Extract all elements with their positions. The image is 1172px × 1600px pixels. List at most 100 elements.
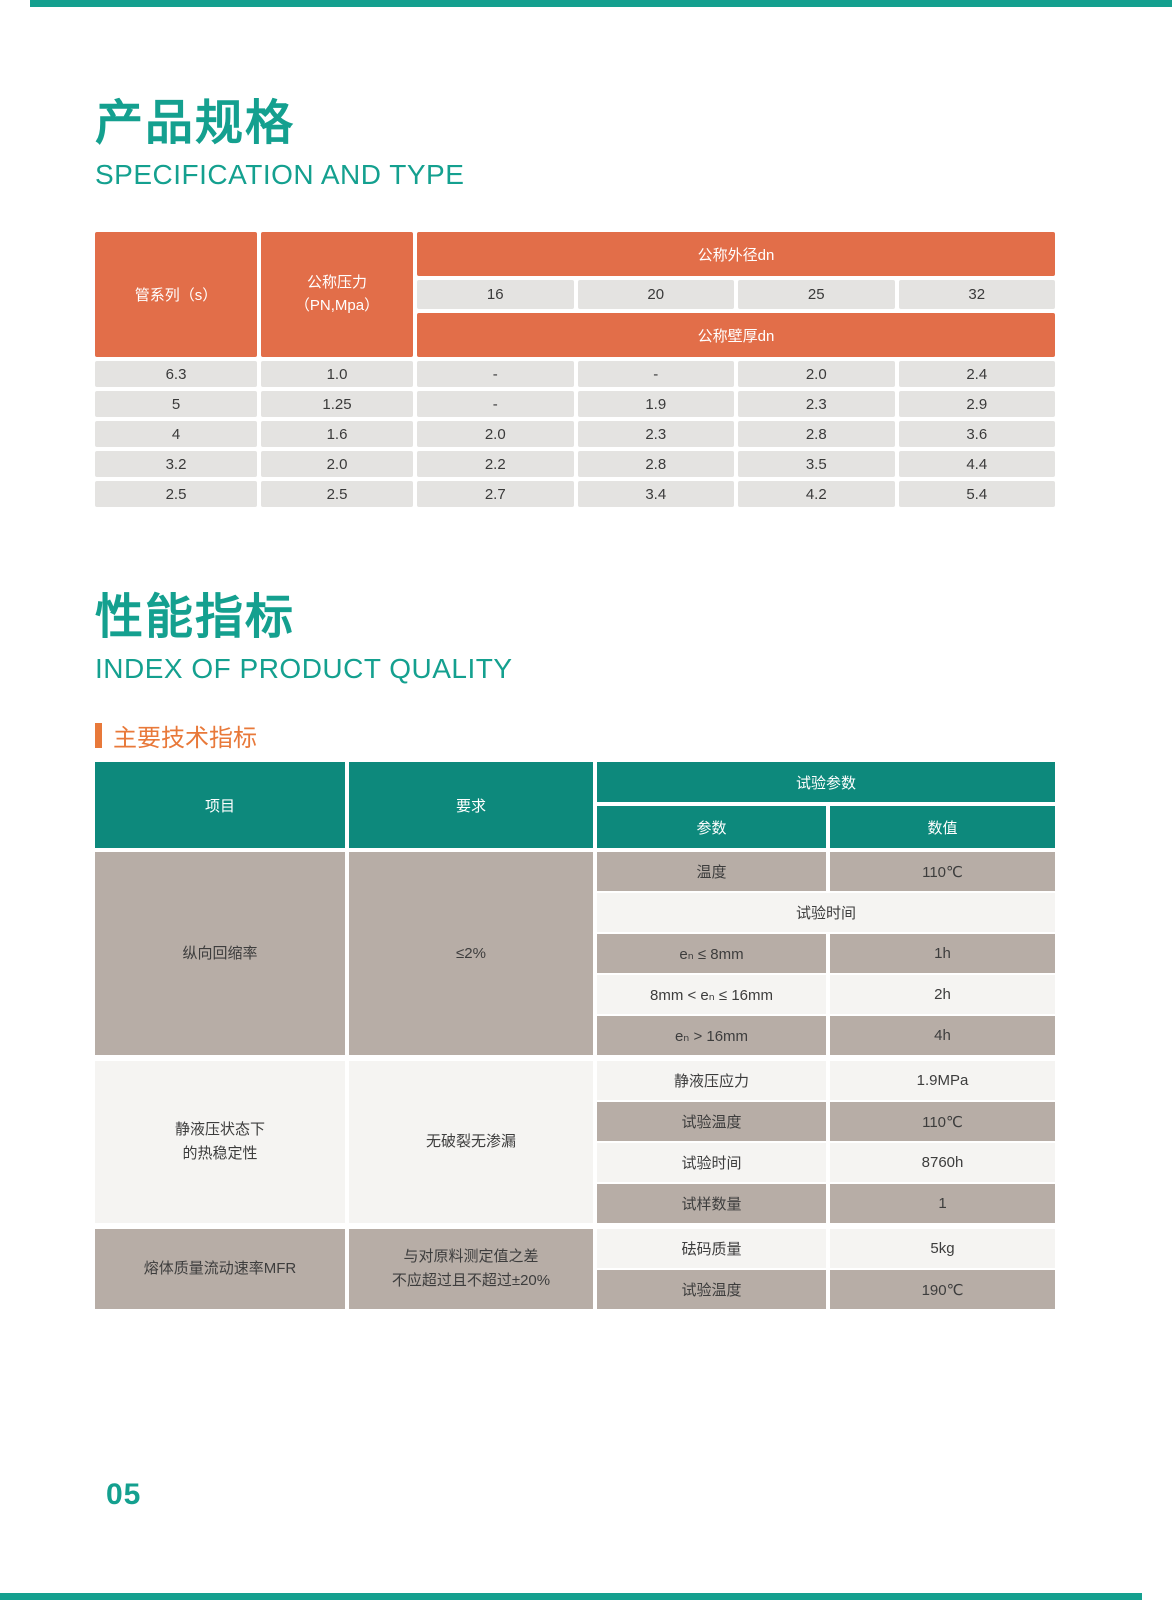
quality-value: 110℃: [830, 852, 1055, 891]
spec-cell: -: [417, 361, 574, 387]
quality-param: 试验时间: [597, 1143, 826, 1182]
spec-cell: 5: [95, 391, 257, 417]
quality-header-test-params-group: 试验参数 参数 数值: [597, 762, 1055, 848]
spec-cell: 1.6: [261, 421, 413, 447]
spec-cell: 3.4: [577, 481, 734, 507]
spec-header-pressure-line2: （PN,Mpa）: [294, 296, 380, 314]
spec-size-16: 16: [417, 280, 574, 309]
top-edge-bar: [30, 0, 1172, 7]
spec-cell: 1.0: [261, 361, 413, 387]
quality-item: 纵向回缩率: [95, 852, 345, 1055]
quality-row: 试验时间: [597, 893, 1055, 932]
quality-value: 2h: [830, 975, 1055, 1014]
spec-cell: 2.0: [738, 361, 895, 387]
quality-block-thermal-stability: 静液压状态下 的热稳定性 无破裂无渗漏 静液压应力 1.9MPa 试验温度 11…: [95, 1061, 1055, 1223]
spec-table: 管系列（s） 公称压力 （PN,Mpa） 公称外径dn 16 20 25 32 …: [95, 232, 1055, 507]
spec-cell: 6.3: [95, 361, 257, 387]
quality-requirement: ≤2%: [349, 852, 593, 1055]
quality-row: eₙ ≤ 8mm 1h: [597, 934, 1055, 973]
spec-cell: 2.2: [417, 451, 574, 477]
quality-requirement-text: 与对原料测定值之差: [403, 1248, 539, 1265]
quality-param: 试验温度: [597, 1102, 826, 1141]
quality-value: 190℃: [830, 1270, 1055, 1309]
quality-value: 8760h: [830, 1143, 1055, 1182]
tech-index-subheader: 主要技术指标: [95, 718, 257, 753]
section2-subtitle: INDEX OF PRODUCT QUALITY: [95, 652, 513, 684]
quality-value: 1: [830, 1184, 1055, 1223]
quality-param-span: 试验时间: [597, 893, 1055, 932]
spec-cell: 4: [95, 421, 257, 447]
quality-item-text: 熔体质量流动速率MFR: [143, 1260, 297, 1277]
section2-title: 性能指标: [95, 591, 296, 644]
quality-value: 1h: [830, 934, 1055, 973]
quality-header-item: 项目: [95, 762, 345, 848]
quality-row: 静液压应力 1.9MPa: [597, 1061, 1055, 1100]
bottom-edge-bar: [0, 1593, 1142, 1600]
section1-subtitle: SPECIFICATION AND TYPE: [95, 158, 465, 190]
spec-header-wall-thickness: 公称壁厚dn: [417, 313, 1055, 357]
quality-row: 试验时间 8760h: [597, 1143, 1055, 1182]
spec-cell: 4.2: [738, 481, 895, 507]
spec-cell: 3.2: [95, 451, 257, 477]
quality-item-text: 静液压状态下: [174, 1121, 265, 1138]
quality-row: 砝码质量 5kg: [597, 1229, 1055, 1268]
quality-requirement-text2: 不应超过且不超过±20%: [391, 1272, 551, 1289]
quality-item-text2: 的热稳定性: [182, 1145, 258, 1162]
quality-item: 熔体质量流动速率MFR: [95, 1229, 345, 1309]
section-quality: 性能指标 INDEX OF PRODUCT QUALITY: [95, 591, 513, 685]
spec-cell: 4.4: [898, 451, 1055, 477]
quality-requirement: 与对原料测定值之差 不应超过且不超过±20%: [349, 1229, 593, 1309]
spec-header-pressure: 公称压力 （PN,Mpa）: [261, 232, 413, 357]
spec-cell: 2.4: [898, 361, 1055, 387]
quality-table: 项目 要求 试验参数 参数 数值 纵向回缩率 ≤2%: [95, 762, 1055, 1309]
spec-cell: 2.3: [577, 421, 734, 447]
spec-cell: 1.25: [261, 391, 413, 417]
quality-row: 8mm < eₙ ≤ 16mm 2h: [597, 975, 1055, 1014]
quality-value: 110℃: [830, 1102, 1055, 1141]
spec-cell: 2.5: [95, 481, 257, 507]
spec-cell: 2.7: [417, 481, 574, 507]
quality-param: 温度: [597, 852, 826, 891]
quality-block-shrinkage: 纵向回缩率 ≤2% 温度 110℃ 试验时间 eₙ ≤ 8mm 1h: [95, 852, 1055, 1055]
section1-title: 产品规格: [95, 97, 296, 150]
spec-cell: 2.8: [577, 451, 734, 477]
quality-param: 8mm < eₙ ≤ 16mm: [597, 975, 826, 1014]
quality-header-value: 数值: [830, 806, 1055, 848]
quality-row: 温度 110℃: [597, 852, 1055, 891]
quality-header-requirement: 要求: [349, 762, 593, 848]
quality-row: eₙ > 16mm 4h: [597, 1016, 1055, 1055]
quality-param: eₙ ≤ 8mm: [597, 934, 826, 973]
spec-header-pressure-line1: 公称压力: [306, 274, 367, 291]
spec-size-25: 25: [738, 280, 895, 309]
spec-cell: 1.9: [577, 391, 734, 417]
orange-bar-accent: [95, 723, 102, 748]
quality-param: 试验温度: [597, 1270, 826, 1309]
spec-cell: -: [577, 361, 734, 387]
quality-requirement-text: 无破裂无渗漏: [425, 1133, 516, 1150]
quality-header-test-params: 试验参数: [597, 762, 1055, 802]
quality-param: 试样数量: [597, 1184, 826, 1223]
quality-value: 5kg: [830, 1229, 1055, 1268]
spec-cell: 2.9: [898, 391, 1055, 417]
quality-table-header: 项目 要求 试验参数 参数 数值: [95, 762, 1055, 848]
quality-requirement: 无破裂无渗漏: [349, 1061, 593, 1223]
quality-row: 试验温度 110℃: [597, 1102, 1055, 1141]
spec-cell: 3.5: [738, 451, 895, 477]
quality-value: 1.9MPa: [830, 1061, 1055, 1100]
quality-row: 试验温度 190℃: [597, 1270, 1055, 1309]
quality-param: eₙ > 16mm: [597, 1016, 826, 1055]
spec-cell: 3.6: [898, 421, 1055, 447]
quality-row: 试样数量 1: [597, 1184, 1055, 1223]
quality-param: 静液压应力: [597, 1061, 826, 1100]
quality-value: 4h: [830, 1016, 1055, 1055]
section-specification: 产品规格 SPECIFICATION AND TYPE: [95, 97, 465, 191]
quality-item-text: 纵向回缩率: [182, 944, 258, 962]
spec-cell: 2.5: [261, 481, 413, 507]
quality-requirement-text: ≤2%: [456, 944, 486, 962]
spec-header-series: 管系列（s）: [95, 232, 257, 357]
spec-cell: 2.8: [738, 421, 895, 447]
spec-size-32: 32: [898, 280, 1055, 309]
spec-cell: -: [417, 391, 574, 417]
spec-cell: 2.0: [261, 451, 413, 477]
